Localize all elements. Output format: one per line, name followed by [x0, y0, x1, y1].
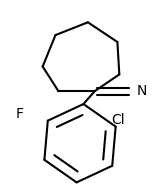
- Text: F: F: [16, 107, 24, 121]
- Text: N: N: [137, 84, 147, 98]
- Text: Cl: Cl: [111, 113, 125, 127]
